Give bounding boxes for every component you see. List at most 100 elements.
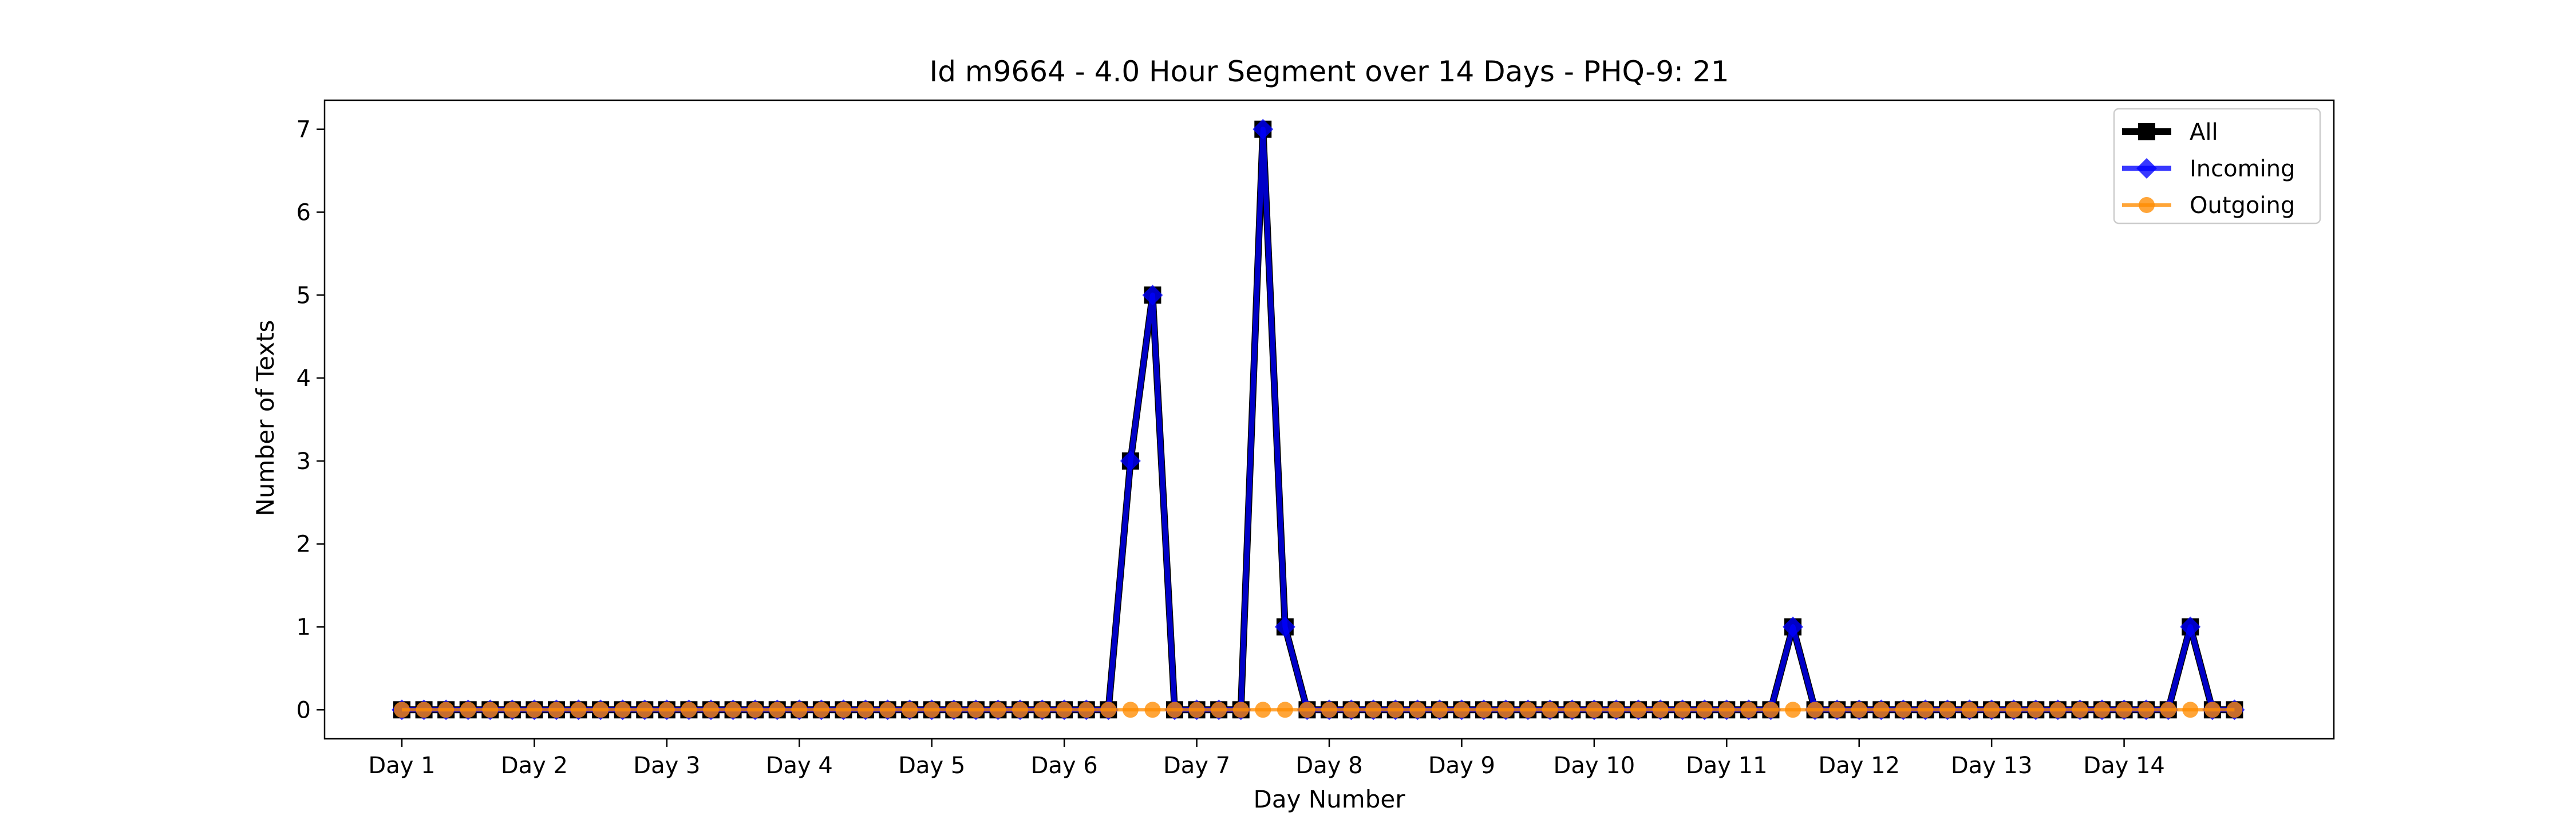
data-point-outgoing [2005, 702, 2022, 718]
x-tick-label: Day 3 [633, 753, 700, 779]
data-point-outgoing [1144, 702, 1161, 718]
data-point-outgoing [923, 702, 940, 718]
y-tick-label: 7 [297, 117, 311, 143]
data-point-outgoing [1343, 702, 1360, 718]
x-axis-label: Day Number [1253, 785, 1405, 813]
chart-title: Id m9664 - 4.0 Hour Segment over 14 Days… [929, 55, 1729, 88]
data-point-outgoing [879, 702, 896, 718]
data-point-outgoing [835, 702, 852, 718]
data-point-incoming [1120, 450, 1141, 471]
y-tick-label: 6 [297, 199, 311, 226]
data-point-incoming [1274, 616, 1295, 637]
data-point-outgoing [2204, 702, 2221, 718]
data-point-outgoing [1630, 702, 1646, 718]
data-point-outgoing [967, 702, 984, 718]
data-point-outgoing [1674, 702, 1691, 718]
x-tick-label: Day 11 [1686, 753, 1768, 779]
x-tick-label: Day 7 [1163, 753, 1230, 779]
data-point-outgoing [1873, 702, 1890, 718]
y-tick-label: 0 [297, 697, 311, 723]
data-point-incoming [2180, 616, 2201, 637]
data-point-outgoing [570, 702, 587, 718]
legend-box [2113, 108, 2321, 225]
data-point-outgoing [791, 702, 808, 718]
data-point-outgoing [460, 702, 476, 718]
x-tick-label: Day 13 [1951, 753, 2033, 779]
data-point-outgoing [1961, 702, 1978, 718]
data-point-outgoing [769, 702, 785, 718]
legend-marker-incoming [2136, 158, 2157, 179]
plot-area: 0 1 2 3 4 5 6 7 Day 1 Day 2 Day 3 Day 4 Day 5 Day 6 Da… [297, 99, 2335, 779]
legend-label-all: All [2190, 119, 2218, 145]
data-point-outgoing [2160, 702, 2176, 718]
y-tick-label: 5 [297, 282, 311, 309]
data-point-outgoing [416, 702, 432, 718]
data-point-outgoing [1034, 702, 1050, 718]
x-tick-label: Day 6 [1031, 753, 1098, 779]
x-tick-label: Day 1 [368, 753, 435, 779]
data-point-incoming [1142, 285, 1163, 306]
series-line-incoming [402, 127, 2235, 712]
data-point-outgoing [1232, 702, 1249, 718]
data-point-outgoing [2182, 702, 2199, 718]
data-point-outgoing [1255, 702, 1271, 718]
data-point-outgoing [504, 702, 520, 718]
x-tick-label: Day 2 [501, 753, 568, 779]
data-point-outgoing [1785, 702, 1801, 718]
data-point-outgoing [1365, 702, 1382, 718]
data-point-outgoing [1277, 702, 1293, 718]
data-point-outgoing [1851, 702, 1867, 718]
data-point-outgoing [1807, 702, 1823, 718]
x-tick-label: Day 10 [1554, 753, 1635, 779]
data-point-outgoing [902, 702, 918, 718]
plot-frame [323, 99, 2335, 740]
data-point-outgoing [1608, 702, 1625, 718]
data-point-outgoing [1078, 702, 1095, 718]
data-point-outgoing [858, 702, 874, 718]
y-tick-label: 3 [297, 448, 311, 475]
legend-marker-outgoing [2139, 197, 2155, 213]
x-tick-label: Day 5 [898, 753, 965, 779]
data-point-outgoing [703, 702, 719, 718]
data-point-outgoing [1939, 702, 1955, 718]
data-point-outgoing [1188, 702, 1205, 718]
data-point-outgoing [990, 702, 1006, 718]
data-point-outgoing [1476, 702, 1492, 718]
data-point-outgoing [1895, 702, 1911, 718]
data-point-outgoing [2116, 702, 2132, 718]
y-tick-label: 4 [297, 365, 311, 392]
series-line-all [402, 125, 2235, 714]
data-point-outgoing [1012, 702, 1028, 718]
data-point-outgoing [1431, 702, 1448, 718]
data-point-outgoing [548, 702, 564, 718]
data-point-outgoing [637, 702, 653, 718]
data-point-outgoing [1453, 702, 1470, 718]
data-point-outgoing [592, 702, 609, 718]
data-point-outgoing [1696, 702, 1713, 718]
x-tick-label: Day 14 [2083, 753, 2165, 779]
data-point-outgoing [438, 702, 455, 718]
data-point-outgoing [946, 702, 962, 718]
data-point-outgoing [1520, 702, 1536, 718]
data-point-outgoing [1829, 702, 1846, 718]
data-point-outgoing [681, 702, 697, 718]
data-point-outgoing [1056, 702, 1073, 718]
legend-label-outgoing: Outgoing [2190, 192, 2295, 219]
data-point-outgoing [1299, 702, 1315, 718]
data-point-outgoing [1211, 702, 1227, 718]
x-tick-label: Day 9 [1428, 753, 1495, 779]
legend-label-incoming: Incoming [2190, 156, 2295, 182]
data-point-outgoing [2226, 702, 2243, 718]
data-point-outgoing [813, 702, 829, 718]
data-point-outgoing [2028, 702, 2044, 718]
data-point-outgoing [1387, 702, 1404, 718]
data-point-outgoing [1586, 702, 1602, 718]
x-tick-label: Day 4 [766, 753, 833, 779]
data-point-outgoing [2072, 702, 2088, 718]
data-point-outgoing [1718, 702, 1735, 718]
data-point-outgoing [2094, 702, 2110, 718]
data-point-outgoing [2049, 702, 2066, 718]
legend: All Incoming Outgoing [2113, 108, 2321, 225]
